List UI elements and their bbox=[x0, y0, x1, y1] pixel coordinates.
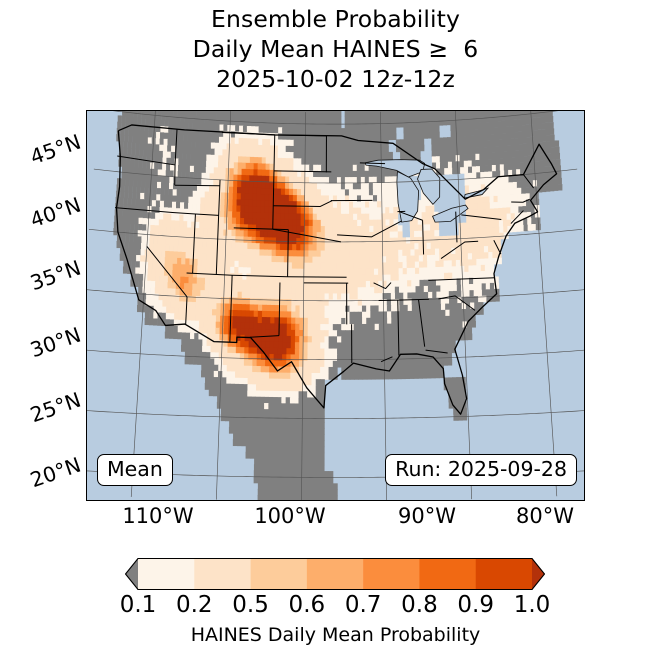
lat-tick-label: 30°N bbox=[27, 322, 84, 363]
colorbar-tick: 0.6 bbox=[288, 592, 326, 618]
colorbar-tick: 0.8 bbox=[401, 592, 438, 618]
lon-tick-label: 90°W bbox=[398, 504, 456, 528]
lat-tick-label: 45°N bbox=[27, 129, 84, 170]
title-line-3: 2025-10-02 12z-12z bbox=[216, 65, 455, 93]
colorbar-axis-label: HAINES Daily Mean Probability bbox=[190, 624, 481, 646]
colorbar-tick: 0.2 bbox=[175, 592, 213, 618]
chart-title: Ensemble Probability Daily Mean HAINES ≥… bbox=[0, 4, 671, 94]
colorbar-tick: 0.7 bbox=[344, 592, 382, 618]
lat-tick-label: 35°N bbox=[27, 255, 84, 296]
title-line-2: Daily Mean HAINES ≥ 6 bbox=[192, 35, 479, 63]
map-annotation-run: Run: 2025-09-28 bbox=[385, 454, 577, 486]
colorbar-tick: 0.1 bbox=[119, 592, 157, 618]
title-line-1: Ensemble Probability bbox=[211, 5, 460, 33]
lon-tick-label: 80°W bbox=[516, 504, 574, 528]
lat-tick-label: 40°N bbox=[27, 192, 84, 233]
colorbar: 0.1 0.2 0.5 0.6 0.7 0.8 0.9 1.0 HAINES Daily Me… bbox=[0, 556, 671, 658]
colorbar-tick: 0.9 bbox=[457, 592, 494, 618]
lat-tick-label: 20°N bbox=[27, 452, 84, 493]
lon-tick-label: 100°W bbox=[254, 504, 326, 528]
map-raster-canvas bbox=[86, 110, 585, 501]
colorbar-gradient bbox=[125, 558, 545, 590]
colorbar-tick: 0.5 bbox=[232, 592, 269, 618]
lon-tick-label: 110°W bbox=[122, 504, 194, 528]
colorbar-tick-labels: 0.1 0.2 0.5 0.6 0.7 0.8 0.9 1.0 bbox=[0, 592, 671, 622]
colorbar-tick: 1.0 bbox=[513, 592, 551, 618]
lat-tick-label: 25°N bbox=[27, 387, 84, 428]
probability-map: Mean Run: 2025-09-28 bbox=[86, 110, 585, 501]
map-annotation-mean: Mean bbox=[97, 454, 173, 486]
